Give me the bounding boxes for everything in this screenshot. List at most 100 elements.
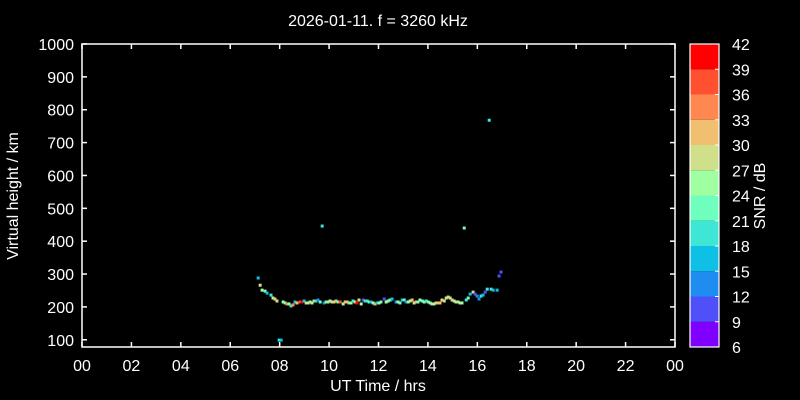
data-point [371, 301, 375, 305]
data-point [328, 299, 332, 303]
data-point [291, 303, 295, 307]
x-tick-label: 02 [123, 358, 141, 375]
colorbar-tick-label: 33 [732, 113, 750, 130]
y-tick-label: 800 [47, 103, 74, 120]
y-tick-label: 100 [47, 333, 74, 350]
y-tick-label: 900 [47, 70, 74, 87]
x-tick-label: 00 [666, 358, 684, 375]
data-point [497, 274, 501, 278]
data-point [398, 301, 402, 305]
colorbar-label: SNR / dB [752, 163, 769, 230]
colorbar-tick-label: 6 [732, 340, 741, 357]
data-point [412, 301, 416, 305]
data-point [471, 290, 475, 294]
data-point [430, 302, 434, 306]
y-tick-label: 400 [47, 234, 74, 251]
data-point [293, 300, 297, 304]
data-point [416, 300, 420, 304]
data-point [396, 300, 400, 304]
data-point [277, 338, 281, 342]
data-point [353, 300, 357, 304]
data-point [357, 298, 361, 302]
data-point [424, 299, 428, 303]
x-tick-label: 08 [271, 358, 289, 375]
data-point [359, 302, 363, 306]
data-point [452, 299, 456, 303]
colorbar-tick-label: 30 [732, 138, 750, 155]
colorbar-bin [690, 271, 719, 297]
x-tick-label: 00 [73, 358, 91, 375]
y-axis: 100 200 300 400 500 600 700 800 900 1000 [38, 37, 675, 350]
y-tick-label: 300 [47, 267, 74, 284]
data-point [347, 301, 351, 305]
colorbar-bin [690, 220, 719, 246]
data-point [422, 300, 426, 304]
colorbar-tick-label: 39 [732, 62, 750, 79]
data-point [440, 298, 444, 302]
data-point [432, 302, 436, 306]
data-point [256, 276, 260, 280]
data-point [271, 296, 275, 300]
colorbar-bin [690, 296, 719, 322]
data-point [454, 300, 458, 304]
data-point [468, 292, 472, 296]
data-point [298, 300, 302, 304]
data-point [355, 301, 359, 305]
data-point [338, 300, 342, 304]
data-point [473, 292, 477, 296]
data-point [287, 302, 291, 306]
x-tick-label: 20 [567, 358, 585, 375]
data-point [485, 287, 489, 291]
data-point [316, 298, 320, 302]
data-point [426, 300, 430, 304]
colorbar-bin [690, 145, 719, 171]
data-point [479, 294, 483, 298]
colorbar-tick-label: 15 [732, 264, 750, 281]
x-tick-label: 18 [518, 358, 536, 375]
data-point [336, 300, 340, 304]
data-point [406, 300, 410, 304]
data-point [464, 298, 468, 302]
chart-title: 2026-01-11. f = 3260 kHz [288, 13, 468, 30]
y-tick-label: 500 [47, 201, 74, 218]
data-point [428, 301, 432, 305]
data-point [481, 293, 485, 297]
data-point [414, 300, 418, 304]
x-tick-label: 14 [419, 358, 437, 375]
y-axis-label: Virtual height / km [5, 132, 22, 260]
data-point [285, 302, 289, 306]
colorbar-tick-label: 36 [732, 88, 750, 105]
data-point [345, 300, 349, 304]
data-point [334, 299, 338, 303]
data-point [310, 301, 314, 305]
data-point [458, 301, 462, 305]
data-point [466, 296, 470, 300]
colorbar-tick-label: 18 [732, 239, 750, 256]
data-point [499, 270, 503, 274]
data-point [306, 301, 310, 305]
data-point [390, 297, 394, 301]
data-point [281, 300, 285, 304]
data-point [320, 224, 324, 228]
data-point [365, 299, 369, 303]
colorbar-bin [690, 119, 719, 145]
colorbar-bin [690, 195, 719, 221]
data-point [265, 291, 269, 295]
y-tick-label: 700 [47, 136, 74, 153]
colorbar-tick-label: 12 [732, 290, 750, 307]
data-point [304, 301, 308, 305]
colorbar: 6 9 12 15 18 21 24 27 30 33 36 39 42 [689, 37, 750, 357]
data-point [263, 289, 267, 293]
data-point [408, 299, 412, 303]
x-tick-label: 16 [468, 358, 486, 375]
y-tick-label: 200 [47, 300, 74, 317]
data-point [382, 297, 386, 301]
data-point [460, 301, 464, 305]
colorbar-tick-label: 21 [732, 214, 750, 231]
x-tick-label: 10 [320, 358, 338, 375]
data-point [260, 288, 264, 292]
data-point [444, 296, 448, 300]
colorbar-tick-label: 27 [732, 163, 750, 180]
